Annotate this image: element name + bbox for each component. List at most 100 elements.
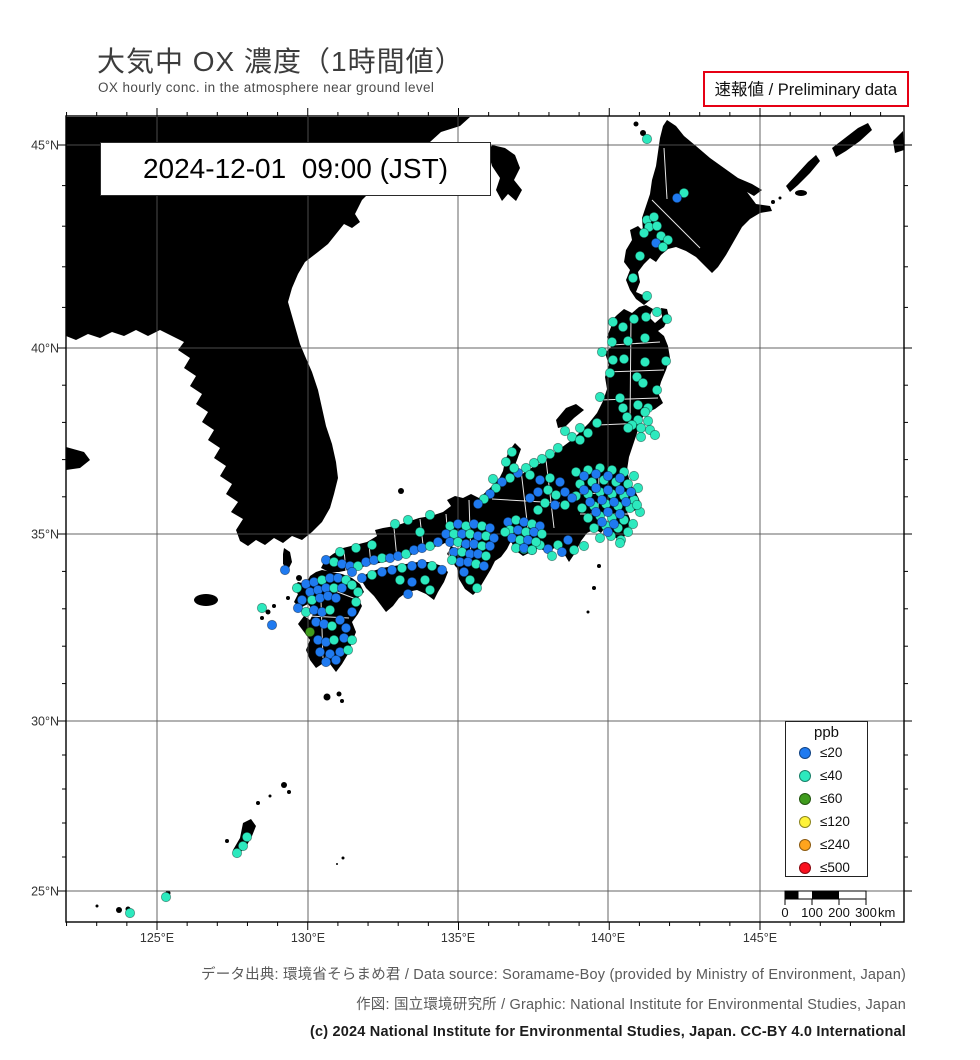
station-dot — [621, 411, 633, 423]
station-dot — [480, 550, 492, 562]
station-dot — [602, 506, 614, 518]
station-dot — [559, 425, 571, 437]
station-dot — [402, 588, 414, 600]
timestamp-box: 2024-12-01 09:00 (JST) — [100, 142, 491, 196]
station-dot — [638, 227, 650, 239]
station-dot — [604, 367, 616, 379]
footer-copyright: (c) 2024 National Institute for Environm… — [309, 1024, 906, 1040]
svg-text:300: 300 — [855, 905, 877, 920]
station-dot — [596, 516, 608, 528]
svg-text:35°N: 35°N — [31, 528, 59, 542]
station-dot — [376, 566, 388, 578]
station-dot — [622, 422, 634, 434]
station-dot — [562, 534, 574, 546]
map-frame — [65, 115, 905, 923]
station-dot — [607, 354, 619, 366]
station-dot — [334, 546, 346, 558]
legend-item-label: ≤500 — [820, 860, 850, 875]
station-dot — [314, 646, 326, 658]
station-dot — [366, 569, 378, 581]
station-dot — [568, 544, 580, 556]
station-dot — [539, 497, 551, 509]
station-dot — [340, 622, 352, 634]
station-dot — [499, 526, 511, 538]
legend-item: ≤20 — [786, 741, 867, 764]
station-dot — [634, 250, 646, 262]
station-dot — [596, 346, 608, 358]
station-dot — [651, 384, 663, 396]
svg-text:25°N: 25°N — [31, 885, 59, 899]
station-dot — [628, 470, 640, 482]
station-dot — [124, 907, 136, 919]
legend-color-dot — [799, 746, 811, 759]
station-dot — [627, 272, 639, 284]
station-dot — [606, 336, 618, 348]
station-dots — [124, 133, 690, 919]
station-dot — [642, 415, 654, 427]
svg-text:100: 100 — [801, 905, 823, 920]
station-dot — [578, 470, 590, 482]
hokkaido — [624, 120, 772, 305]
svg-text:130°E: 130°E — [291, 931, 325, 945]
station-dot — [582, 427, 594, 439]
station-dot — [352, 560, 364, 572]
legend-item: ≤120 — [786, 810, 867, 833]
legend-rows: ≤20 ≤40 ≤60 ≤120 ≤240 ≤500 — [786, 741, 867, 879]
svg-text:145°E: 145°E — [743, 931, 777, 945]
station-dot — [622, 335, 634, 347]
legend-item: ≤500 — [786, 856, 867, 879]
station-dot — [590, 482, 602, 494]
station-dot — [396, 562, 408, 574]
station-dot — [559, 486, 571, 498]
station-dot — [661, 313, 673, 325]
legend-item-label: ≤60 — [820, 791, 843, 806]
station-dot — [542, 484, 554, 496]
station-dot — [607, 316, 619, 328]
station-dot — [596, 494, 608, 506]
station-dot — [394, 574, 406, 586]
station-dot — [671, 192, 683, 204]
station-dot — [651, 220, 663, 232]
preliminary-data-badge: 速報値 / Preliminary data — [702, 71, 909, 107]
station-dot — [639, 332, 651, 344]
station-dot — [446, 554, 458, 566]
station-dot — [291, 582, 303, 594]
station-dot — [602, 484, 614, 496]
station-dot — [622, 526, 634, 538]
axis-tick-labels: 125°E 130°E 135°E 140°E 145°E 45°N 40°N 35°N 30°… — [31, 139, 777, 946]
station-dot — [524, 469, 536, 481]
svg-text:30°N: 30°N — [31, 715, 59, 729]
station-dot — [426, 560, 438, 572]
station-dot — [352, 586, 364, 598]
page-subtitle: OX hourly conc. in the atmosphere near g… — [98, 80, 435, 95]
station-dot — [416, 558, 428, 570]
station-dot — [618, 353, 630, 365]
footer-graphic-credit: 作図: 国立環境研究所 / Graphic: National Institut… — [356, 997, 906, 1013]
station-dot — [662, 234, 674, 246]
station-dot — [406, 560, 418, 572]
station-dot — [578, 540, 590, 552]
station-dot — [631, 371, 643, 383]
station-dot — [346, 634, 358, 646]
page-title: 大気中 OX 濃度（1時間値） — [97, 46, 464, 77]
station-dot — [641, 133, 653, 145]
station-dot — [544, 472, 556, 484]
svg-text:40°N: 40°N — [31, 342, 59, 356]
station-dot — [617, 321, 629, 333]
station-dot — [528, 457, 540, 469]
station-dot — [296, 594, 308, 606]
station-dot — [552, 442, 564, 454]
axis-ticks — [58, 108, 912, 930]
station-dot — [574, 434, 586, 446]
legend-item-label: ≤240 — [820, 837, 850, 852]
station-dot — [464, 574, 476, 586]
station-dot — [266, 619, 278, 631]
station-dot — [526, 544, 538, 556]
station-dot — [472, 498, 484, 510]
station-dot — [614, 537, 626, 549]
station-dot — [594, 532, 606, 544]
station-dot — [660, 355, 672, 367]
legend-item-label: ≤20 — [820, 745, 843, 760]
